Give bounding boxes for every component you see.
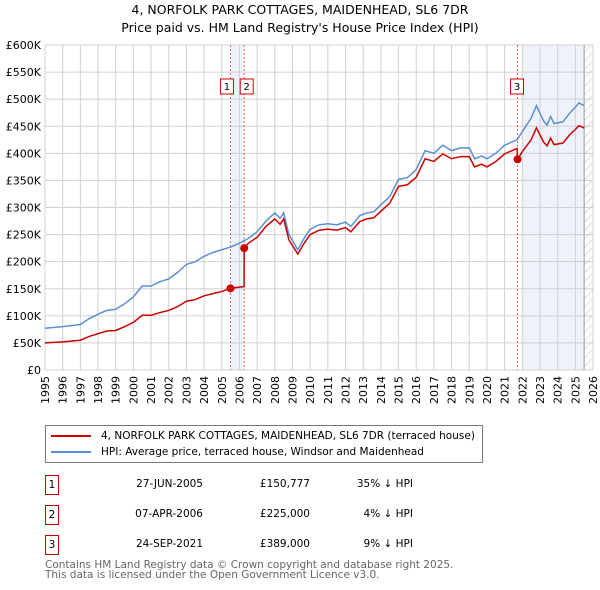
sale-point <box>513 155 522 164</box>
x-tick-label: 2002 <box>163 376 176 404</box>
y-tick-label: £500K <box>6 93 42 106</box>
sale-point <box>226 284 235 293</box>
x-tick-label: 2008 <box>269 376 282 404</box>
x-tick-label: 2006 <box>233 376 246 404</box>
legend: 4, NORFOLK PARK COTTAGES, MAIDENHEAD, SL… <box>45 425 483 463</box>
x-tick-label: 2024 <box>552 376 565 404</box>
sale-point <box>240 244 249 253</box>
x-tick-label: 2004 <box>198 376 211 404</box>
x-tick-label: 1995 <box>39 376 52 404</box>
y-tick-label: £550K <box>6 66 42 79</box>
y-tick-label: £200K <box>6 256 42 269</box>
transaction-price: £150,777 <box>259 478 310 490</box>
sale-label-box <box>510 78 525 95</box>
y-tick-label: £450K <box>6 120 42 133</box>
x-tick-label: 2005 <box>216 376 229 404</box>
y-tick-label: £100K <box>6 310 42 323</box>
x-tick-label: 2018 <box>446 376 459 404</box>
y-tick-label: £250K <box>6 229 42 242</box>
sale-label: 3 <box>514 82 520 93</box>
transaction-price: £389,000 <box>259 538 310 550</box>
legend-label: HPI: Average price, terraced house, Wind… <box>101 446 424 458</box>
transaction-hpi-diff: 35% ↓ HPI <box>356 478 413 490</box>
y-tick-label: £400K <box>6 147 42 160</box>
transaction-date: 24-SEP-2021 <box>135 538 203 550</box>
transaction-date: 27-JUN-2005 <box>136 478 203 490</box>
x-tick-label: 1998 <box>92 376 105 404</box>
x-tick-label: 1999 <box>110 376 123 404</box>
transaction-price: £225,000 <box>259 508 310 520</box>
x-tick-label: 1996 <box>57 376 70 404</box>
sale-label-box <box>239 78 254 95</box>
x-tick-label: 2009 <box>286 376 299 404</box>
x-tick-label: 2025 <box>569 376 582 404</box>
x-tick-label: 2016 <box>410 376 423 404</box>
x-tick-label: 2015 <box>393 376 406 404</box>
x-tick-label: 2026 <box>587 376 600 404</box>
transaction-hpi-diff: 4% ↓ HPI <box>363 508 413 520</box>
x-tick-label: 2023 <box>534 376 547 404</box>
sale-label: 2 <box>244 82 250 93</box>
x-tick-label: 2000 <box>127 376 140 404</box>
x-tick-label: 2012 <box>340 376 353 404</box>
y-tick-label: £0 <box>27 364 41 377</box>
legend-label: 4, NORFOLK PARK COTTAGES, MAIDENHEAD, SL… <box>101 430 475 442</box>
y-tick-label: £600K <box>6 39 42 52</box>
y-tick-label: £300K <box>6 202 42 215</box>
x-tick-label: 2007 <box>251 376 264 404</box>
x-tick-label: 2021 <box>499 376 512 404</box>
x-tick-label: 2010 <box>304 376 317 404</box>
y-tick-label: £50K <box>13 337 42 350</box>
chart-title: 4, NORFOLK PARK COTTAGES, MAIDENHEAD, SL… <box>131 2 469 17</box>
price-chart: 1995 1996 1997 1998 1999 2000 2001 2002 2003 2004… <box>6 39 600 404</box>
legend-item-property: 4, NORFOLK PARK COTTAGES, MAIDENHEAD, SL… <box>51 429 475 443</box>
footer-licence: This data is licensed under the Open Gov… <box>45 569 380 581</box>
y-tick-label: £150K <box>6 283 42 296</box>
x-tick-label: 2014 <box>375 376 388 404</box>
x-tick-label: 2003 <box>180 376 193 404</box>
sale-label: 1 <box>224 82 230 93</box>
transaction-number: 2 <box>45 505 59 525</box>
x-tick-label: 2001 <box>145 376 158 404</box>
footer-copyright: Contains HM Land Registry data © Crown c… <box>45 559 454 571</box>
y-tick-label: £350K <box>6 174 42 187</box>
x-tick-label: 2011 <box>322 376 335 404</box>
sale-label-box <box>219 78 234 95</box>
x-tick-label: 2022 <box>516 376 529 404</box>
hpi-line <box>44 102 585 330</box>
transaction-date: 07-APR-2006 <box>135 508 203 520</box>
legend-swatch-hpi <box>51 451 91 453</box>
chart-subtitle: Price paid vs. HM Land Registry's House … <box>121 20 479 35</box>
transaction-number: 1 <box>45 475 59 495</box>
transaction-hpi-diff: 9% ↓ HPI <box>363 538 413 550</box>
x-tick-label: 1997 <box>74 376 87 404</box>
x-tick-label: 2013 <box>357 376 370 404</box>
legend-item-hpi: HPI: Average price, terraced house, Wind… <box>51 445 424 459</box>
x-tick-label: 2020 <box>481 376 494 404</box>
transaction-number: 3 <box>45 535 59 555</box>
legend-swatch-property <box>51 435 91 437</box>
x-tick-label: 2017 <box>428 376 441 404</box>
x-tick-label: 2019 <box>463 376 476 404</box>
